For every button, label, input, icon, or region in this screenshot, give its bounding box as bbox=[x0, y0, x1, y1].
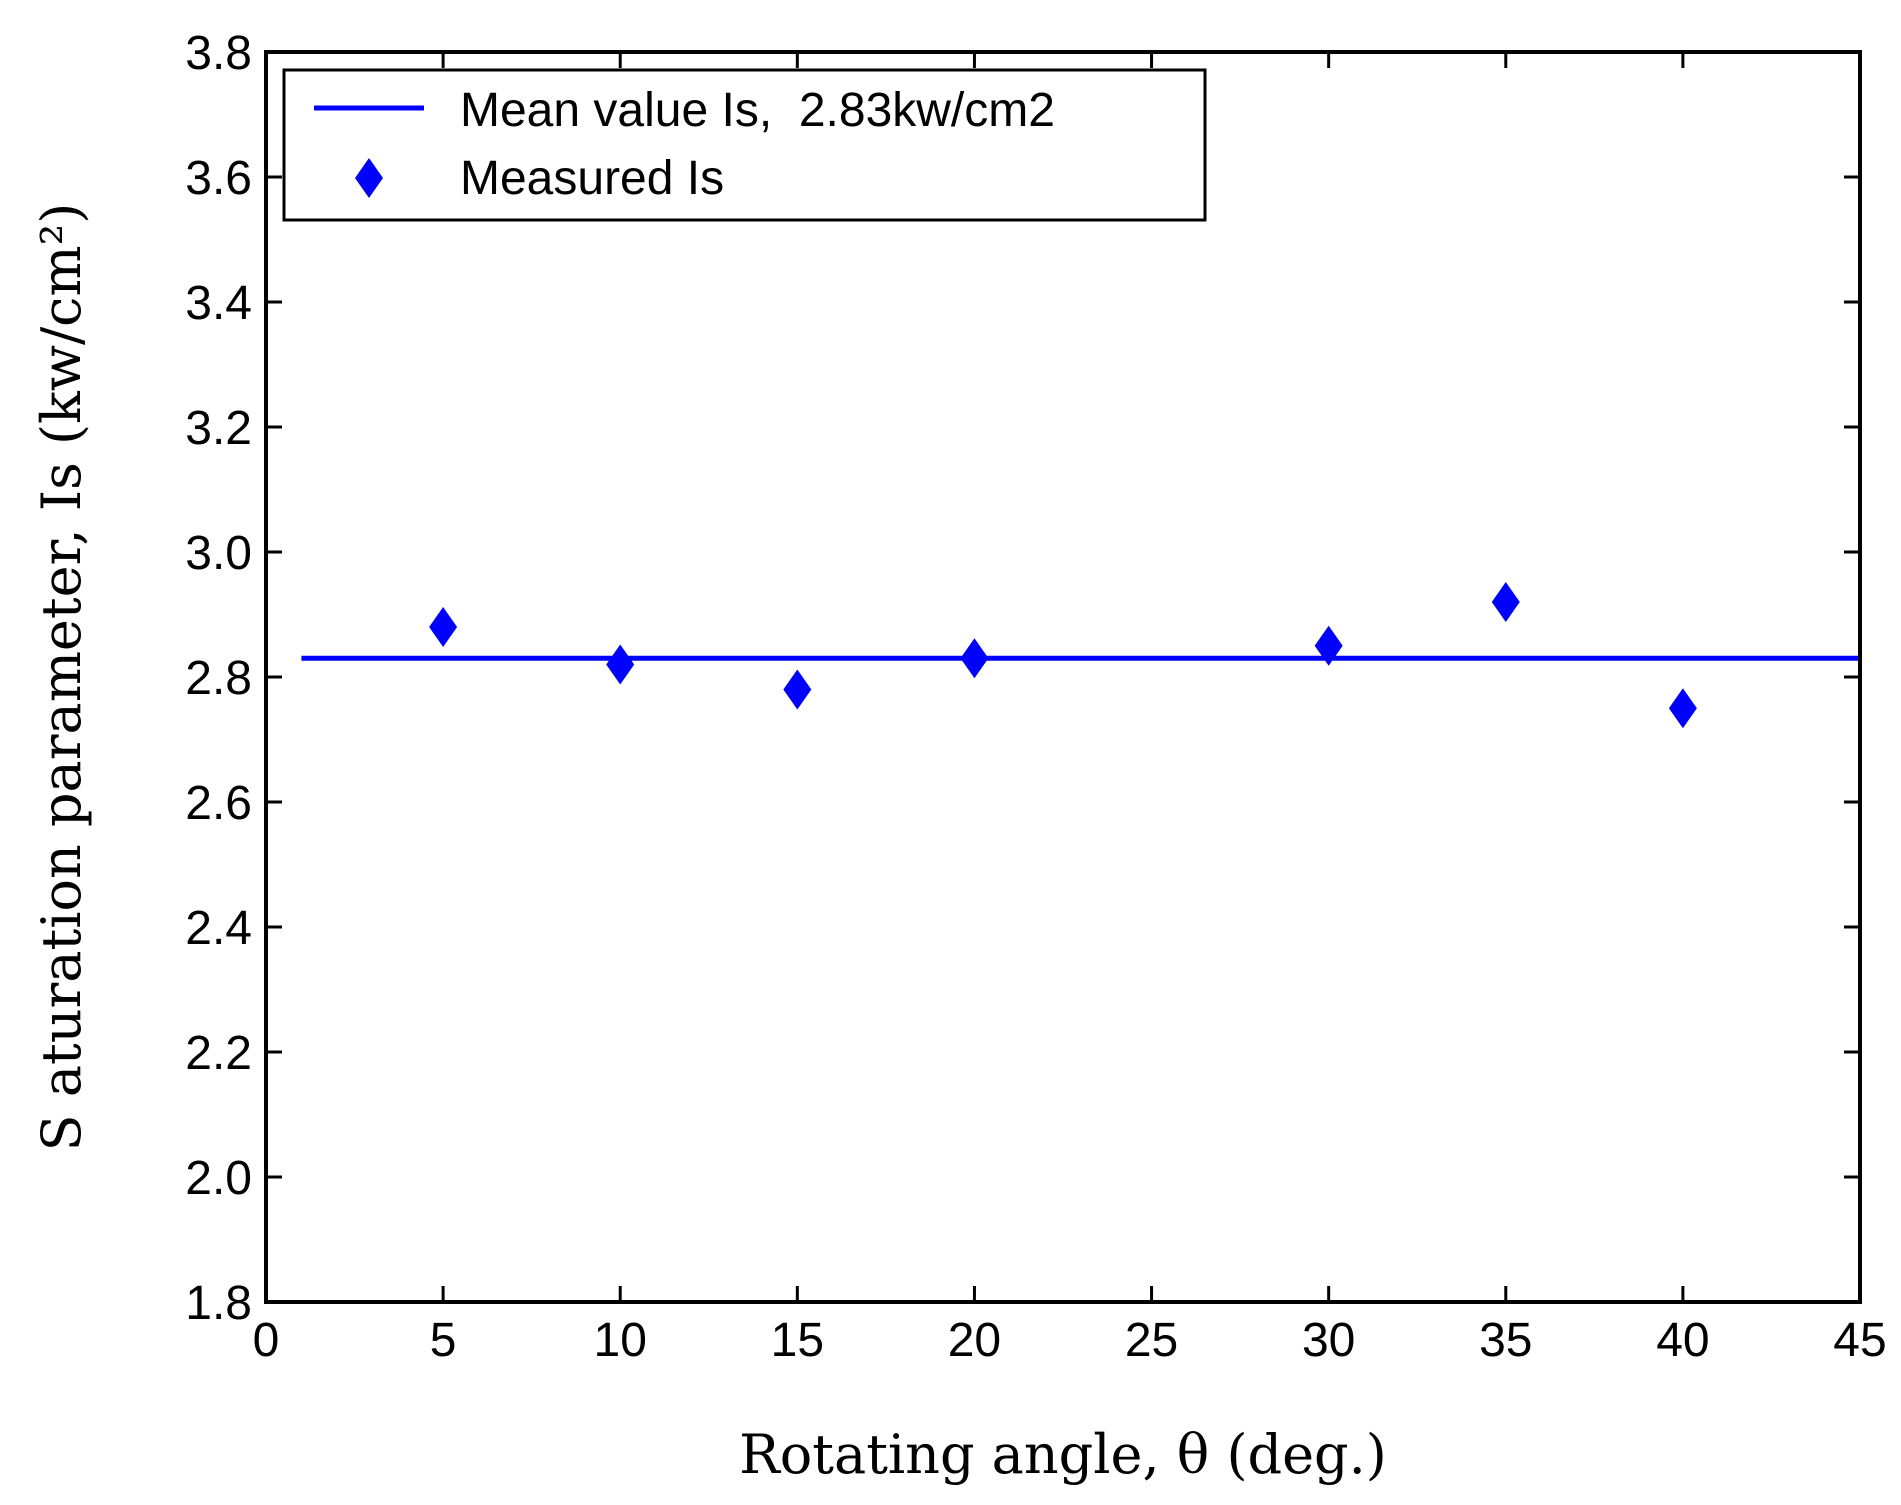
x-tick-label: 45 bbox=[1833, 1314, 1886, 1367]
y-tick-label: 2.4 bbox=[185, 902, 252, 955]
x-tick-label: 35 bbox=[1479, 1314, 1532, 1367]
y-tick-label: 3.8 bbox=[185, 27, 252, 80]
legend-label-measured: Measured Is bbox=[460, 152, 724, 205]
y-tick-label: 3.0 bbox=[185, 527, 252, 580]
x-tick-label: 25 bbox=[1125, 1314, 1178, 1367]
y-tick-label: 3.6 bbox=[185, 152, 252, 205]
plot-frame bbox=[264, 50, 1862, 1304]
x-axis-ticks: 0 5 10 15 20 25 30 35 40 45 bbox=[253, 52, 1887, 1367]
y-tick-label: 3.4 bbox=[185, 277, 252, 330]
y-tick-label: 3.2 bbox=[185, 402, 252, 455]
y-tick-label: 2.6 bbox=[185, 777, 252, 830]
x-axis-title: Rotating angle, θ (deg.) bbox=[739, 1423, 1387, 1486]
data-point-diamond bbox=[1314, 625, 1343, 666]
y-tick-label: 2.2 bbox=[185, 1027, 252, 1080]
series-layer bbox=[301, 582, 1860, 729]
y-axis-title: S aturation parameter, Is (kw/cm²) bbox=[30, 203, 93, 1152]
x-tick-label: 20 bbox=[948, 1314, 1001, 1367]
legend-label-mean: Mean value Is, 2.83kw/cm2 bbox=[460, 84, 1055, 137]
x-tick-label: 40 bbox=[1656, 1314, 1709, 1367]
y-axis-ticks: 1.8 2.0 2.2 2.4 2.6 2.8 3.0 3.2 3.4 3.6 3.8 bbox=[185, 27, 1860, 1330]
x-tick-label: 10 bbox=[594, 1314, 647, 1367]
data-point-diamond bbox=[960, 638, 989, 679]
data-point-diamond bbox=[1668, 688, 1697, 729]
x-tick-label: 5 bbox=[430, 1314, 457, 1367]
x-tick-label: 0 bbox=[253, 1314, 280, 1367]
y-tick-label: 1.8 bbox=[185, 1277, 252, 1330]
data-point-diamond bbox=[1491, 582, 1520, 622]
legend-diamond-swatch bbox=[355, 158, 383, 198]
legend-box bbox=[282, 68, 1207, 222]
data-point-diamond bbox=[606, 644, 635, 685]
data-point-diamond bbox=[429, 607, 458, 647]
x-tick-label: 15 bbox=[771, 1314, 824, 1367]
data-point-diamond bbox=[783, 669, 812, 710]
legend: Mean value Is, 2.83kw/cm2 Measured Is bbox=[282, 68, 1207, 222]
y-tick-label: 2.0 bbox=[185, 1152, 252, 1205]
y-tick-label: 2.8 bbox=[185, 652, 252, 705]
x-tick-label: 30 bbox=[1302, 1314, 1355, 1367]
